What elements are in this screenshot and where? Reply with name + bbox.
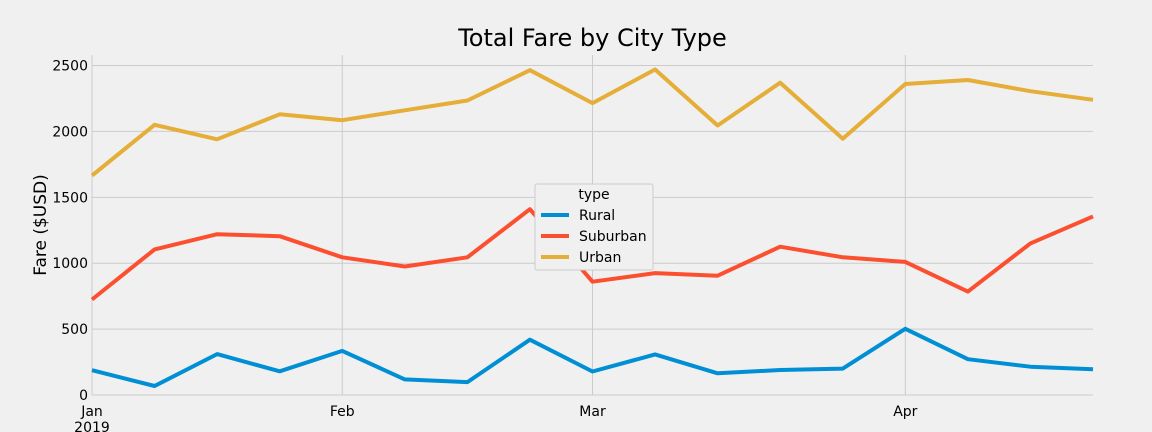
- legend-label-suburban: Suburban: [579, 229, 647, 245]
- x-tick-label: Mar: [579, 404, 606, 420]
- chart-title: Total Fare by City Type: [457, 24, 727, 52]
- y-tick-label: 1000: [52, 256, 88, 272]
- y-tick-label: 500: [61, 322, 88, 338]
- y-tick-label: 0: [79, 388, 88, 404]
- legend-title: type: [578, 187, 609, 203]
- y-axis-label: Fare ($USD): [31, 174, 51, 276]
- x-tick-label: Feb: [330, 404, 355, 420]
- x-tick-sublabel: 2019: [74, 420, 110, 432]
- y-tick-label: 2000: [52, 124, 88, 140]
- y-tick-label: 1500: [52, 190, 88, 206]
- x-tick-label: Jan: [80, 404, 103, 420]
- legend-label-urban: Urban: [579, 250, 621, 266]
- legend-label-rural: Rural: [579, 208, 615, 224]
- legend: type Rural Suburban Urban: [535, 184, 653, 270]
- x-tick-label: Apr: [893, 404, 917, 420]
- y-tick-label: 2500: [52, 59, 88, 75]
